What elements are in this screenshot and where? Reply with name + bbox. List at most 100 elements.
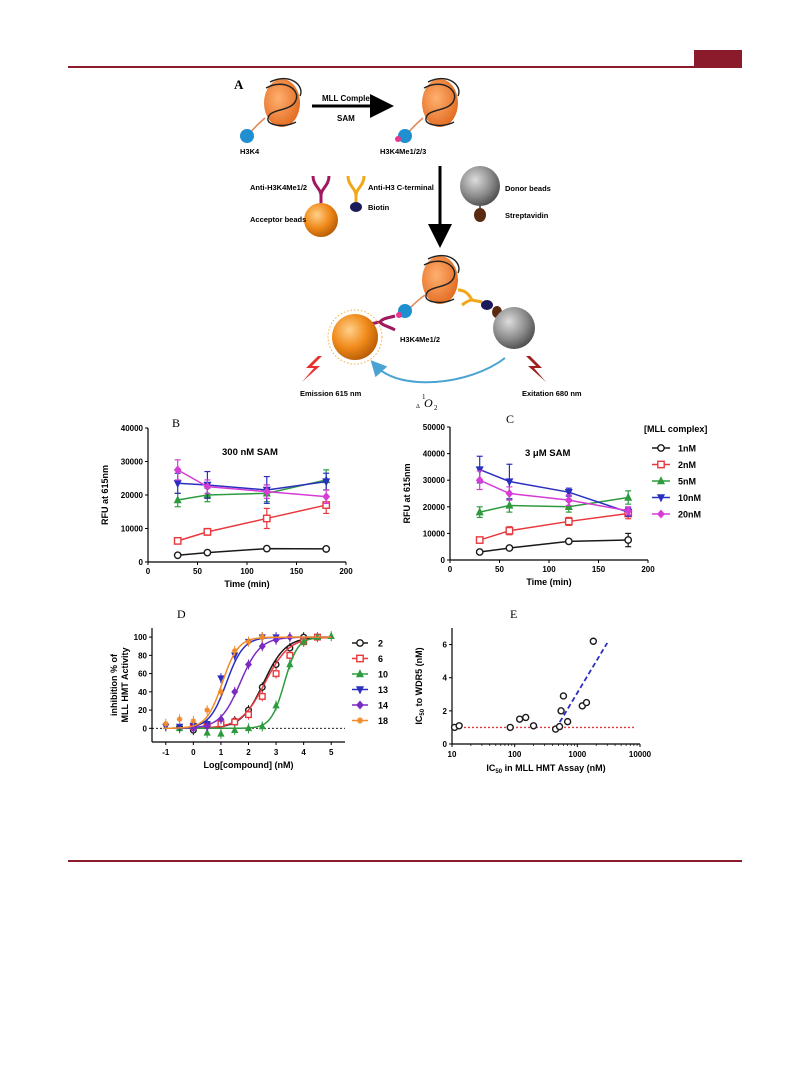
panel-b-point-1nM xyxy=(322,545,331,553)
biotin-label: Biotin xyxy=(368,203,390,212)
panel-c-x-tick-label: 200 xyxy=(641,565,655,574)
panel-b-letter: B xyxy=(172,416,180,430)
panel-d-x-tick-label: 4 xyxy=(301,748,306,757)
legend-marker-10nM xyxy=(656,494,666,503)
panel-d-point-6 xyxy=(231,718,239,726)
panel-c-x-tick-label: 150 xyxy=(592,565,606,574)
legend-label-10nM: 10nM xyxy=(678,493,701,503)
panel-d-point-14 xyxy=(258,642,266,651)
panel-c-y-label: RFU at 615nm xyxy=(402,463,412,523)
panel-d-legend-marker-13 xyxy=(355,686,365,695)
panel-d-point-6 xyxy=(244,711,252,719)
panel-e-chart: E 10 100 1000 10000 0 2 4 6 IC50 in MLL HMT Assa… xyxy=(414,607,652,775)
panel-b-point-20nM xyxy=(322,492,331,502)
panel-b-x-tick-label: 0 xyxy=(146,567,151,576)
panel-b-point-2nM xyxy=(262,514,271,523)
panel-e-x-tick-label: 10000 xyxy=(629,750,652,759)
panel-d-point-18 xyxy=(190,718,197,724)
panel-d-point-6 xyxy=(272,670,280,678)
panel-c-point-20nM xyxy=(475,475,484,485)
panel-b-point-2nM xyxy=(173,536,182,545)
panel-e-point xyxy=(455,722,463,730)
legend-label-5nM: 5nM xyxy=(678,477,696,487)
panel-d-point-14 xyxy=(231,687,239,696)
panel-d-y-label-2: MLL HMT Activity xyxy=(120,647,130,722)
oxygen-o: O xyxy=(424,396,433,410)
panel-b-point-1nM xyxy=(173,551,182,560)
panel-d-point-10 xyxy=(300,637,308,645)
panel-e-x-tick-label: 1000 xyxy=(568,750,586,759)
panel-e-y-tick-label: 4 xyxy=(443,674,448,683)
panel-d-point-18 xyxy=(231,648,238,654)
panel-e-point xyxy=(555,722,564,731)
panel-d-point-10 xyxy=(258,722,266,730)
panel-d-point-18 xyxy=(218,689,224,695)
panel-c-point-5nM xyxy=(475,507,484,516)
panel-c-y-tick-label: 40000 xyxy=(423,450,446,459)
panel-e-y-label: IC50 to WDR5 (nM) xyxy=(414,647,426,724)
panel-c-point-1nM xyxy=(624,536,633,544)
panel-c-letter: C xyxy=(506,412,514,426)
panel-b-y-tick-label: 0 xyxy=(139,558,144,567)
panel-d-legend-marker-14 xyxy=(356,700,364,710)
h3k4-label: H3K4 xyxy=(240,147,260,156)
panel-e-x-tick-label: 10 xyxy=(448,750,457,759)
panel-d-y-label: inhibition % of xyxy=(109,653,119,716)
legend-label-1nM: 1nM xyxy=(678,444,696,454)
panel-c-series-line-20nM xyxy=(479,479,629,512)
alphalisa-complex xyxy=(327,254,535,365)
panel-b-series-line-10nM xyxy=(177,480,327,491)
panel-e-point xyxy=(582,698,591,707)
panel-d-x-tick-label: 5 xyxy=(329,748,334,757)
panel-b-point-20nM xyxy=(203,482,212,492)
panel-b-point-5nM xyxy=(173,495,182,504)
panel-e-y-tick-label: 6 xyxy=(443,641,448,650)
streptavidin-icon xyxy=(474,208,486,222)
panel-e-y-tick-label: 2 xyxy=(443,707,448,716)
panel-c-x-tick-label: 100 xyxy=(542,565,556,574)
emission-bolt-icon xyxy=(302,356,322,382)
panel-d-point-14 xyxy=(217,715,225,724)
panel-a: A H3K4 MLL Complex SAM H3K4Me1/2/3 Ant xyxy=(234,77,582,412)
oxygen-delta: Δ xyxy=(416,404,420,410)
panel-d-y-tick-label: 100 xyxy=(134,633,148,642)
panel-b-annotation: 300 nM SAM xyxy=(222,447,278,458)
panel-b-x-tick-label: 200 xyxy=(339,567,353,576)
panel-d-y-tick-label: 60 xyxy=(138,670,147,679)
anti-me-label: Anti-H3K4Me1/2 xyxy=(250,183,307,192)
panel-e-letter: E xyxy=(510,607,517,621)
singlet-oxygen-arrow xyxy=(370,357,506,384)
panel-d-legend-marker-6 xyxy=(356,654,364,663)
footer-rule xyxy=(68,860,742,862)
panel-d-x-tick-label: 0 xyxy=(191,748,196,757)
panel-d-point-13 xyxy=(217,675,225,683)
panel-b-x-tick-label: 150 xyxy=(290,567,304,576)
panel-d-point-14 xyxy=(272,635,280,644)
panel-d-y-tick-label: 20 xyxy=(138,706,147,715)
panel-c-y-tick-label: 50000 xyxy=(423,423,446,432)
panel-c-y-tick-label: 10000 xyxy=(423,529,446,538)
panel-d-point-10 xyxy=(203,728,211,736)
panel-d-legend-label-13: 13 xyxy=(378,685,388,695)
panel-d-legend-label-14: 14 xyxy=(378,701,388,711)
donor-bead-icon xyxy=(460,166,500,206)
panel-c-y-tick-label: 0 xyxy=(441,556,446,565)
panel-c-x-label: Time (min) xyxy=(526,577,571,587)
panel-c-point-2nM xyxy=(505,526,514,535)
complex-label: H3K4Me1/2 xyxy=(400,335,440,344)
panel-d-x-tick-label: 1 xyxy=(219,748,224,757)
panel-b-y-tick-label: 20000 xyxy=(121,491,144,500)
panel-e-point xyxy=(506,723,514,732)
panel-b-y-tick-label: 40000 xyxy=(121,424,144,433)
panel-b-chart: B 300 nM SAM 0 50 100 150 200 0 10000 20000 3000… xyxy=(100,416,353,589)
panel-c-series-line-2nM xyxy=(479,512,629,541)
panel-d-x-label: Log[compound] (nM) xyxy=(204,760,294,770)
panel-d-point-18 xyxy=(176,716,183,722)
anti-cterm-label: Anti-H3 C-terminal xyxy=(368,183,434,192)
panel-c-point-2nM xyxy=(564,517,573,526)
panel-c-y-tick-label: 20000 xyxy=(423,503,446,512)
anti-cterm-antibody-icon xyxy=(346,175,366,204)
panel-e-point xyxy=(515,715,524,723)
panel-b-point-1nM xyxy=(203,548,212,557)
panel-d-legend-marker-2 xyxy=(356,639,364,647)
